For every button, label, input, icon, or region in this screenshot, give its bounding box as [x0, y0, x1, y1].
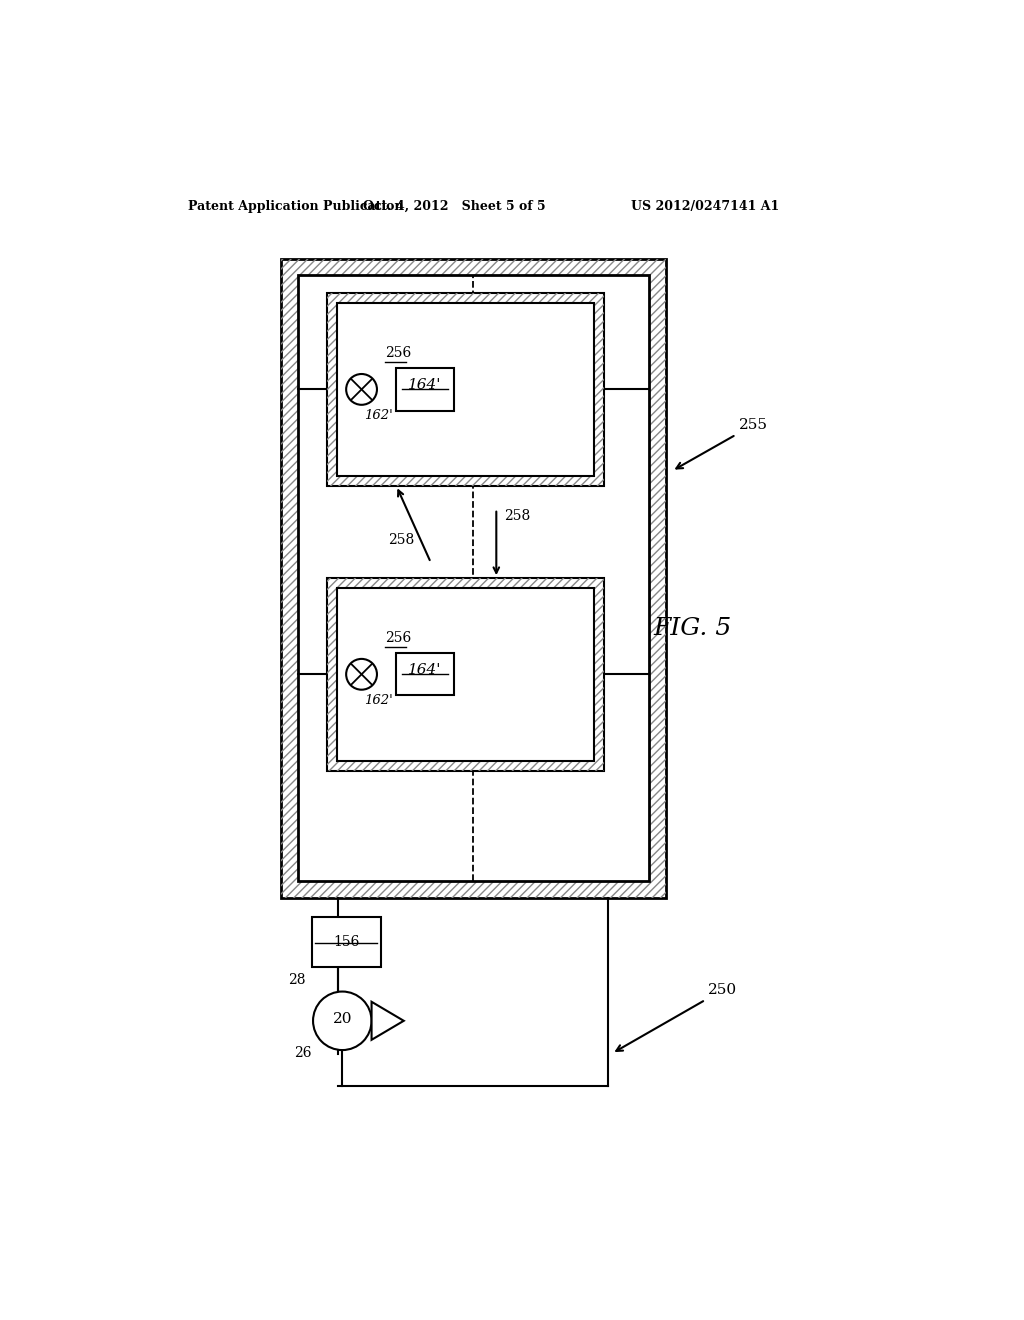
Circle shape — [346, 374, 377, 405]
Polygon shape — [372, 1002, 403, 1040]
Text: 26: 26 — [294, 1047, 311, 1060]
Text: 162': 162' — [364, 693, 392, 706]
Text: 255: 255 — [676, 418, 768, 469]
Bar — [327, 578, 604, 771]
Text: 258: 258 — [388, 532, 415, 546]
Text: 164': 164' — [409, 663, 441, 677]
Text: 250: 250 — [616, 983, 737, 1051]
Text: 28: 28 — [288, 973, 305, 987]
Text: Oct. 4, 2012   Sheet 5 of 5: Oct. 4, 2012 Sheet 5 of 5 — [362, 199, 545, 213]
Text: 164': 164' — [409, 378, 441, 392]
Bar — [337, 304, 594, 475]
Text: 162': 162' — [364, 409, 392, 421]
Bar — [311, 917, 381, 966]
Circle shape — [313, 991, 372, 1051]
Bar — [337, 304, 594, 475]
Bar — [337, 589, 594, 760]
Bar — [337, 589, 594, 760]
Bar — [298, 276, 649, 880]
Bar — [327, 293, 604, 486]
Text: FIG. 5: FIG. 5 — [653, 616, 732, 640]
Bar — [396, 368, 454, 411]
Text: Patent Application Publication: Patent Application Publication — [188, 199, 403, 213]
Text: 258: 258 — [504, 510, 530, 524]
Bar — [327, 293, 604, 486]
Circle shape — [346, 659, 377, 689]
Text: 20: 20 — [333, 1012, 352, 1026]
Text: 256: 256 — [385, 346, 411, 360]
Text: 156: 156 — [333, 935, 359, 949]
Text: US 2012/0247141 A1: US 2012/0247141 A1 — [631, 199, 779, 213]
Bar — [396, 653, 454, 696]
Bar — [298, 276, 649, 880]
Bar — [327, 578, 604, 771]
Bar — [281, 259, 666, 898]
Bar — [281, 259, 666, 898]
Text: 256: 256 — [385, 631, 411, 645]
